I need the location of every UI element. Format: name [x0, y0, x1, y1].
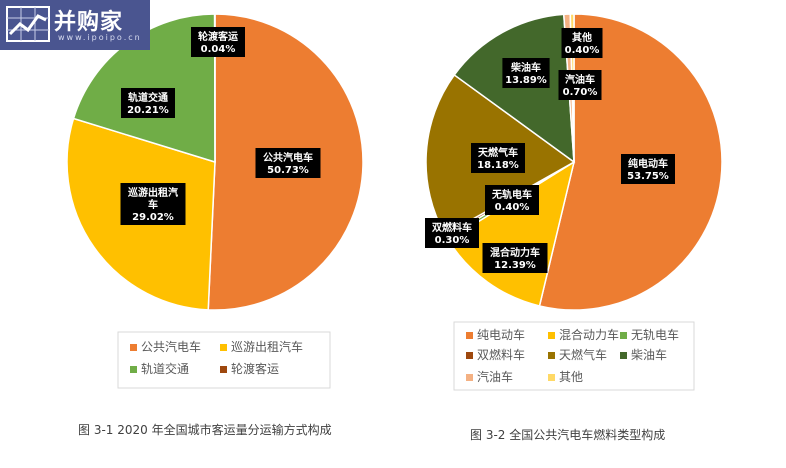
data-label-box [191, 27, 245, 57]
legend-item: 无轨电车 [620, 327, 679, 342]
legend-label: 汽油车 [477, 369, 513, 384]
data-label-box [621, 154, 675, 184]
data-label: 其他0.40% [561, 28, 603, 58]
legend-swatch [130, 366, 137, 373]
pie-slice [453, 13, 575, 164]
data-label-name: 车 [148, 198, 158, 211]
legend-label: 其他 [559, 370, 583, 384]
legend-swatch [220, 344, 227, 351]
data-label-box [485, 185, 539, 215]
legend-swatch [548, 352, 555, 359]
legend-label: 混合动力车 [559, 327, 619, 342]
legend-swatch [620, 352, 627, 359]
legend-item: 巡游出租汽车 [220, 339, 303, 354]
logo-chart-icon [6, 6, 50, 42]
data-label-name: 其他 [572, 31, 592, 44]
data-label-box [120, 183, 186, 225]
data-label-value: 0.70% [563, 87, 598, 98]
legend-swatch [620, 332, 627, 339]
legend-item: 公共汽电车 [130, 339, 201, 354]
data-label-value: 18.18% [477, 160, 519, 171]
legend-label: 公共汽电车 [141, 339, 201, 354]
legend-item: 混合动力车 [548, 327, 619, 342]
data-label-value: 0.04% [201, 44, 236, 55]
data-label-value: 12.39% [494, 260, 536, 271]
data-label-name: 混合动力车 [490, 246, 540, 259]
legend-swatch [466, 374, 473, 381]
data-label-value: 20.21% [127, 105, 169, 116]
legend-label: 无轨电车 [631, 327, 679, 342]
data-label-value: 0.30% [435, 235, 470, 246]
data-label-name: 双燃料车 [432, 221, 472, 234]
watermark-logo: 并购家 www.ipoipo.cn [0, 0, 150, 50]
legend-item: 柴油车 [620, 347, 667, 362]
data-label-value: 13.89% [505, 75, 547, 86]
legend-label: 轨道交通 [141, 361, 189, 376]
data-label-name: 公共汽电车 [263, 151, 313, 164]
legend-item: 轨道交通 [130, 361, 189, 376]
legend-label: 双燃料车 [477, 347, 525, 362]
data-label-name: 柴油车 [510, 61, 541, 74]
data-label-value: 0.40% [495, 202, 530, 213]
data-label-box [425, 218, 479, 248]
legend-item: 天燃气车 [548, 347, 607, 362]
figure-caption-right: 图 3-2 全国公共汽电车燃料类型构成 [470, 428, 666, 442]
legend-item: 双燃料车 [466, 347, 525, 362]
data-label-box [121, 88, 175, 118]
data-label-name: 巡游出租汽 [128, 186, 178, 199]
data-label-box [471, 143, 525, 173]
legend-swatch [466, 352, 473, 359]
legend-swatch [130, 344, 137, 351]
data-label-value: 53.75% [627, 171, 669, 182]
data-label-value: 29.02% [132, 212, 174, 223]
legend-box [117, 331, 331, 389]
legend-box [453, 321, 695, 391]
data-label-value: 50.73% [267, 165, 309, 176]
data-label-name: 轮渡客运 [198, 30, 238, 43]
legend-swatch [466, 332, 473, 339]
legend-swatch [548, 332, 555, 339]
logo-name: 并购家 [54, 10, 124, 35]
data-label-box [558, 70, 602, 100]
data-label-box [255, 148, 321, 178]
logo-url: www.ipoipo.cn [58, 33, 142, 42]
data-label-name: 汽油车 [565, 73, 595, 86]
legend-item: 汽油车 [466, 369, 513, 384]
pie-chart-1: 公共汽电车50.73%巡游出租汽车29.02%轨道交通20.21%轮渡客运0.0… [66, 13, 364, 389]
legend-swatch [548, 374, 555, 381]
legend-label: 巡游出租汽车 [231, 339, 303, 354]
data-label-name: 轨道交通 [128, 91, 168, 104]
data-label-name: 纯电动车 [628, 157, 668, 170]
legend-swatch [220, 366, 227, 373]
data-label-box [561, 28, 603, 58]
figure-caption-left: 图 3-1 2020 年全国城市客运量分运输方式构成 [78, 423, 332, 437]
legend-label: 纯电动车 [477, 327, 525, 342]
data-label-name: 无轨电车 [491, 188, 532, 201]
legend-label: 轮渡客运 [231, 361, 279, 376]
legend-item: 纯电动车 [466, 327, 525, 342]
legend-item: 其他 [548, 370, 583, 384]
pie-chart-2: 纯电动车53.75%混合动力车12.39%无轨电车0.40%双燃料车0.30%天… [425, 13, 723, 391]
legend-label: 天燃气车 [559, 347, 607, 362]
legend-label: 柴油车 [631, 347, 667, 362]
data-label-box [502, 58, 550, 88]
data-label-value: 0.40% [565, 45, 600, 56]
data-label-name: 天燃气车 [478, 146, 518, 159]
legend-item: 轮渡客运 [220, 361, 279, 376]
data-label-box [482, 243, 548, 273]
